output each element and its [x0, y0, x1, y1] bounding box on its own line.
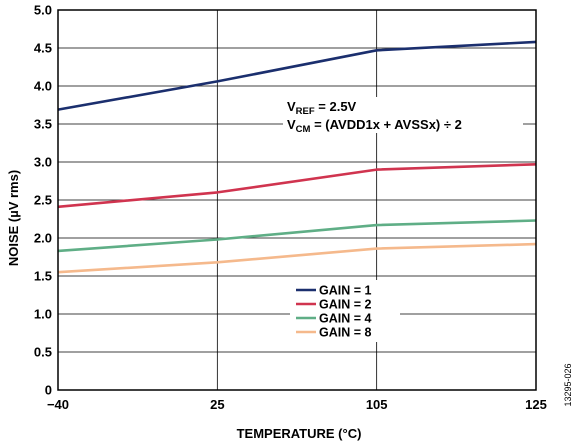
vref-annotation: VREF = 2.5V: [287, 99, 357, 117]
reference-annotation: VREF = 2.5V VCM = (AVDD1x + AVSSx) ÷ 2: [283, 97, 523, 135]
x-tick-label: 125: [525, 397, 547, 412]
x-tick-label: 25: [210, 397, 224, 412]
series-layer: [57, 40, 537, 274]
vref-value: = 2.5V: [315, 99, 357, 114]
x-axis-ticks: −40 25 105 125: [47, 397, 547, 412]
y-tick-label: 3.0: [34, 155, 52, 170]
y-tick-label: 0.5: [34, 345, 52, 360]
legend-entry-label: GAIN = 1: [319, 284, 371, 298]
x-axis-label: TEMPERATURE (°C): [237, 426, 362, 441]
y-tick-label: 0: [45, 383, 52, 398]
y-tick-label: 2.5: [34, 193, 52, 208]
y-tick-label: 4.5: [34, 41, 52, 56]
y-axis-label: NOISE (µV rms): [6, 170, 21, 266]
series-line-gain-1: [57, 40, 537, 111]
y-axis-ticks: 0 0.5 1.0 1.5 2.0 2.5 3.0 3.5 4.0 4.5 5.0: [34, 3, 52, 398]
figure-id: 13295-026: [563, 363, 573, 406]
x-tick-label: −40: [47, 397, 69, 412]
vcm-subscript: CM: [296, 124, 311, 135]
plot-frame: [57, 9, 537, 391]
vcm-value: = (AVDD1x + AVSSx) ÷ 2: [310, 117, 461, 132]
y-tick-label: 1.5: [34, 269, 52, 284]
y-tick-label: 3.5: [34, 117, 52, 132]
y-tick-label: 4.0: [34, 79, 52, 94]
vref-symbol: V: [287, 99, 296, 114]
y-tick-label: 2.0: [34, 231, 52, 246]
vcm-symbol: V: [287, 117, 296, 132]
legend-entry-label: GAIN = 4: [319, 312, 371, 326]
series-line-gain-4: [57, 219, 537, 253]
x-tick-label: 105: [366, 397, 388, 412]
series-line-gain-2: [57, 163, 537, 209]
series-line-gain-8: [57, 242, 537, 274]
y-tick-label: 5.0: [34, 3, 52, 18]
vref-subscript: REF: [296, 106, 315, 117]
legend-entry-label: GAIN = 2: [319, 298, 371, 312]
y-tick-label: 1.0: [34, 307, 52, 322]
legend-entry-label: GAIN = 8: [319, 326, 371, 340]
vcm-annotation: VCM = (AVDD1x + AVSSx) ÷ 2: [287, 117, 462, 135]
